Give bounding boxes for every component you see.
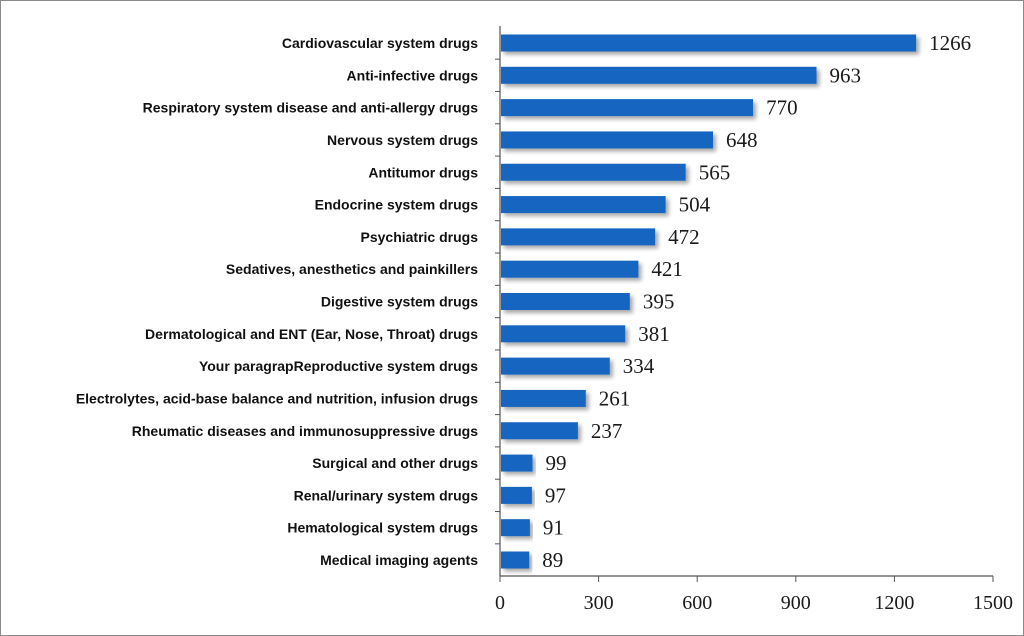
category-label: Cardiovascular system drugs [282,35,478,51]
category-label: Medical imaging agents [320,552,478,568]
x-tick-label: 0 [495,592,505,614]
x-tick-label: 900 [781,592,811,614]
category-label: Dermatological and ENT (Ear, Nose, Throa… [145,326,478,342]
value-label: 97 [545,483,566,507]
bar [501,260,639,278]
value-label: 421 [651,257,683,281]
value-label: 565 [699,160,731,184]
category-label: Rheumatic diseases and immunosuppressive… [132,423,478,439]
bar [501,519,530,537]
bar [501,131,713,149]
value-label: 334 [623,354,655,378]
value-label: 261 [599,386,631,410]
x-tick-label: 300 [584,592,614,614]
value-label: 963 [830,63,862,87]
value-label: 504 [679,193,711,217]
value-label: 395 [643,290,675,314]
category-label: Renal/urinary system drugs [294,487,479,503]
bar [501,389,586,407]
bar [501,422,578,440]
category-label: Antitumor drugs [368,164,478,180]
value-label: 770 [766,96,798,120]
value-label: 472 [668,225,700,249]
bar [501,34,917,52]
bar [501,357,610,375]
category-label: Digestive system drugs [321,294,478,310]
bar [501,196,666,214]
value-label: 89 [542,548,563,572]
category-label: Respiratory system disease and anti-alle… [143,100,479,116]
value-label: 99 [546,451,567,475]
bar [501,228,656,246]
category-label: Hematological system drugs [287,520,478,536]
x-tick-label: 600 [682,592,712,614]
value-label: 237 [591,419,623,443]
bar [501,99,754,117]
category-label: Electrolytes, acid-base balance and nutr… [76,390,478,406]
category-label: Anti-infective drugs [347,67,479,83]
value-label: 381 [638,322,670,346]
value-label: 1266 [929,31,971,55]
value-label: 91 [543,516,564,540]
category-label: Endocrine system drugs [315,197,479,213]
x-tick-label: 1500 [973,592,1013,614]
value-label: 648 [726,128,758,152]
category-label: Nervous system drugs [327,132,478,148]
bar [501,325,626,343]
bar [501,551,530,569]
bar [501,486,532,504]
bar [501,163,686,181]
category-label: Surgical and other drugs [312,455,478,471]
category-label: Psychiatric drugs [361,229,479,245]
x-tick-label: 1200 [874,592,914,614]
category-label: Your paragrapReproductive system drugs [199,358,478,374]
bar [501,293,630,310]
bar [501,66,817,84]
category-label: Sedatives, anesthetics and painkillers [226,261,478,277]
bar [501,454,533,472]
